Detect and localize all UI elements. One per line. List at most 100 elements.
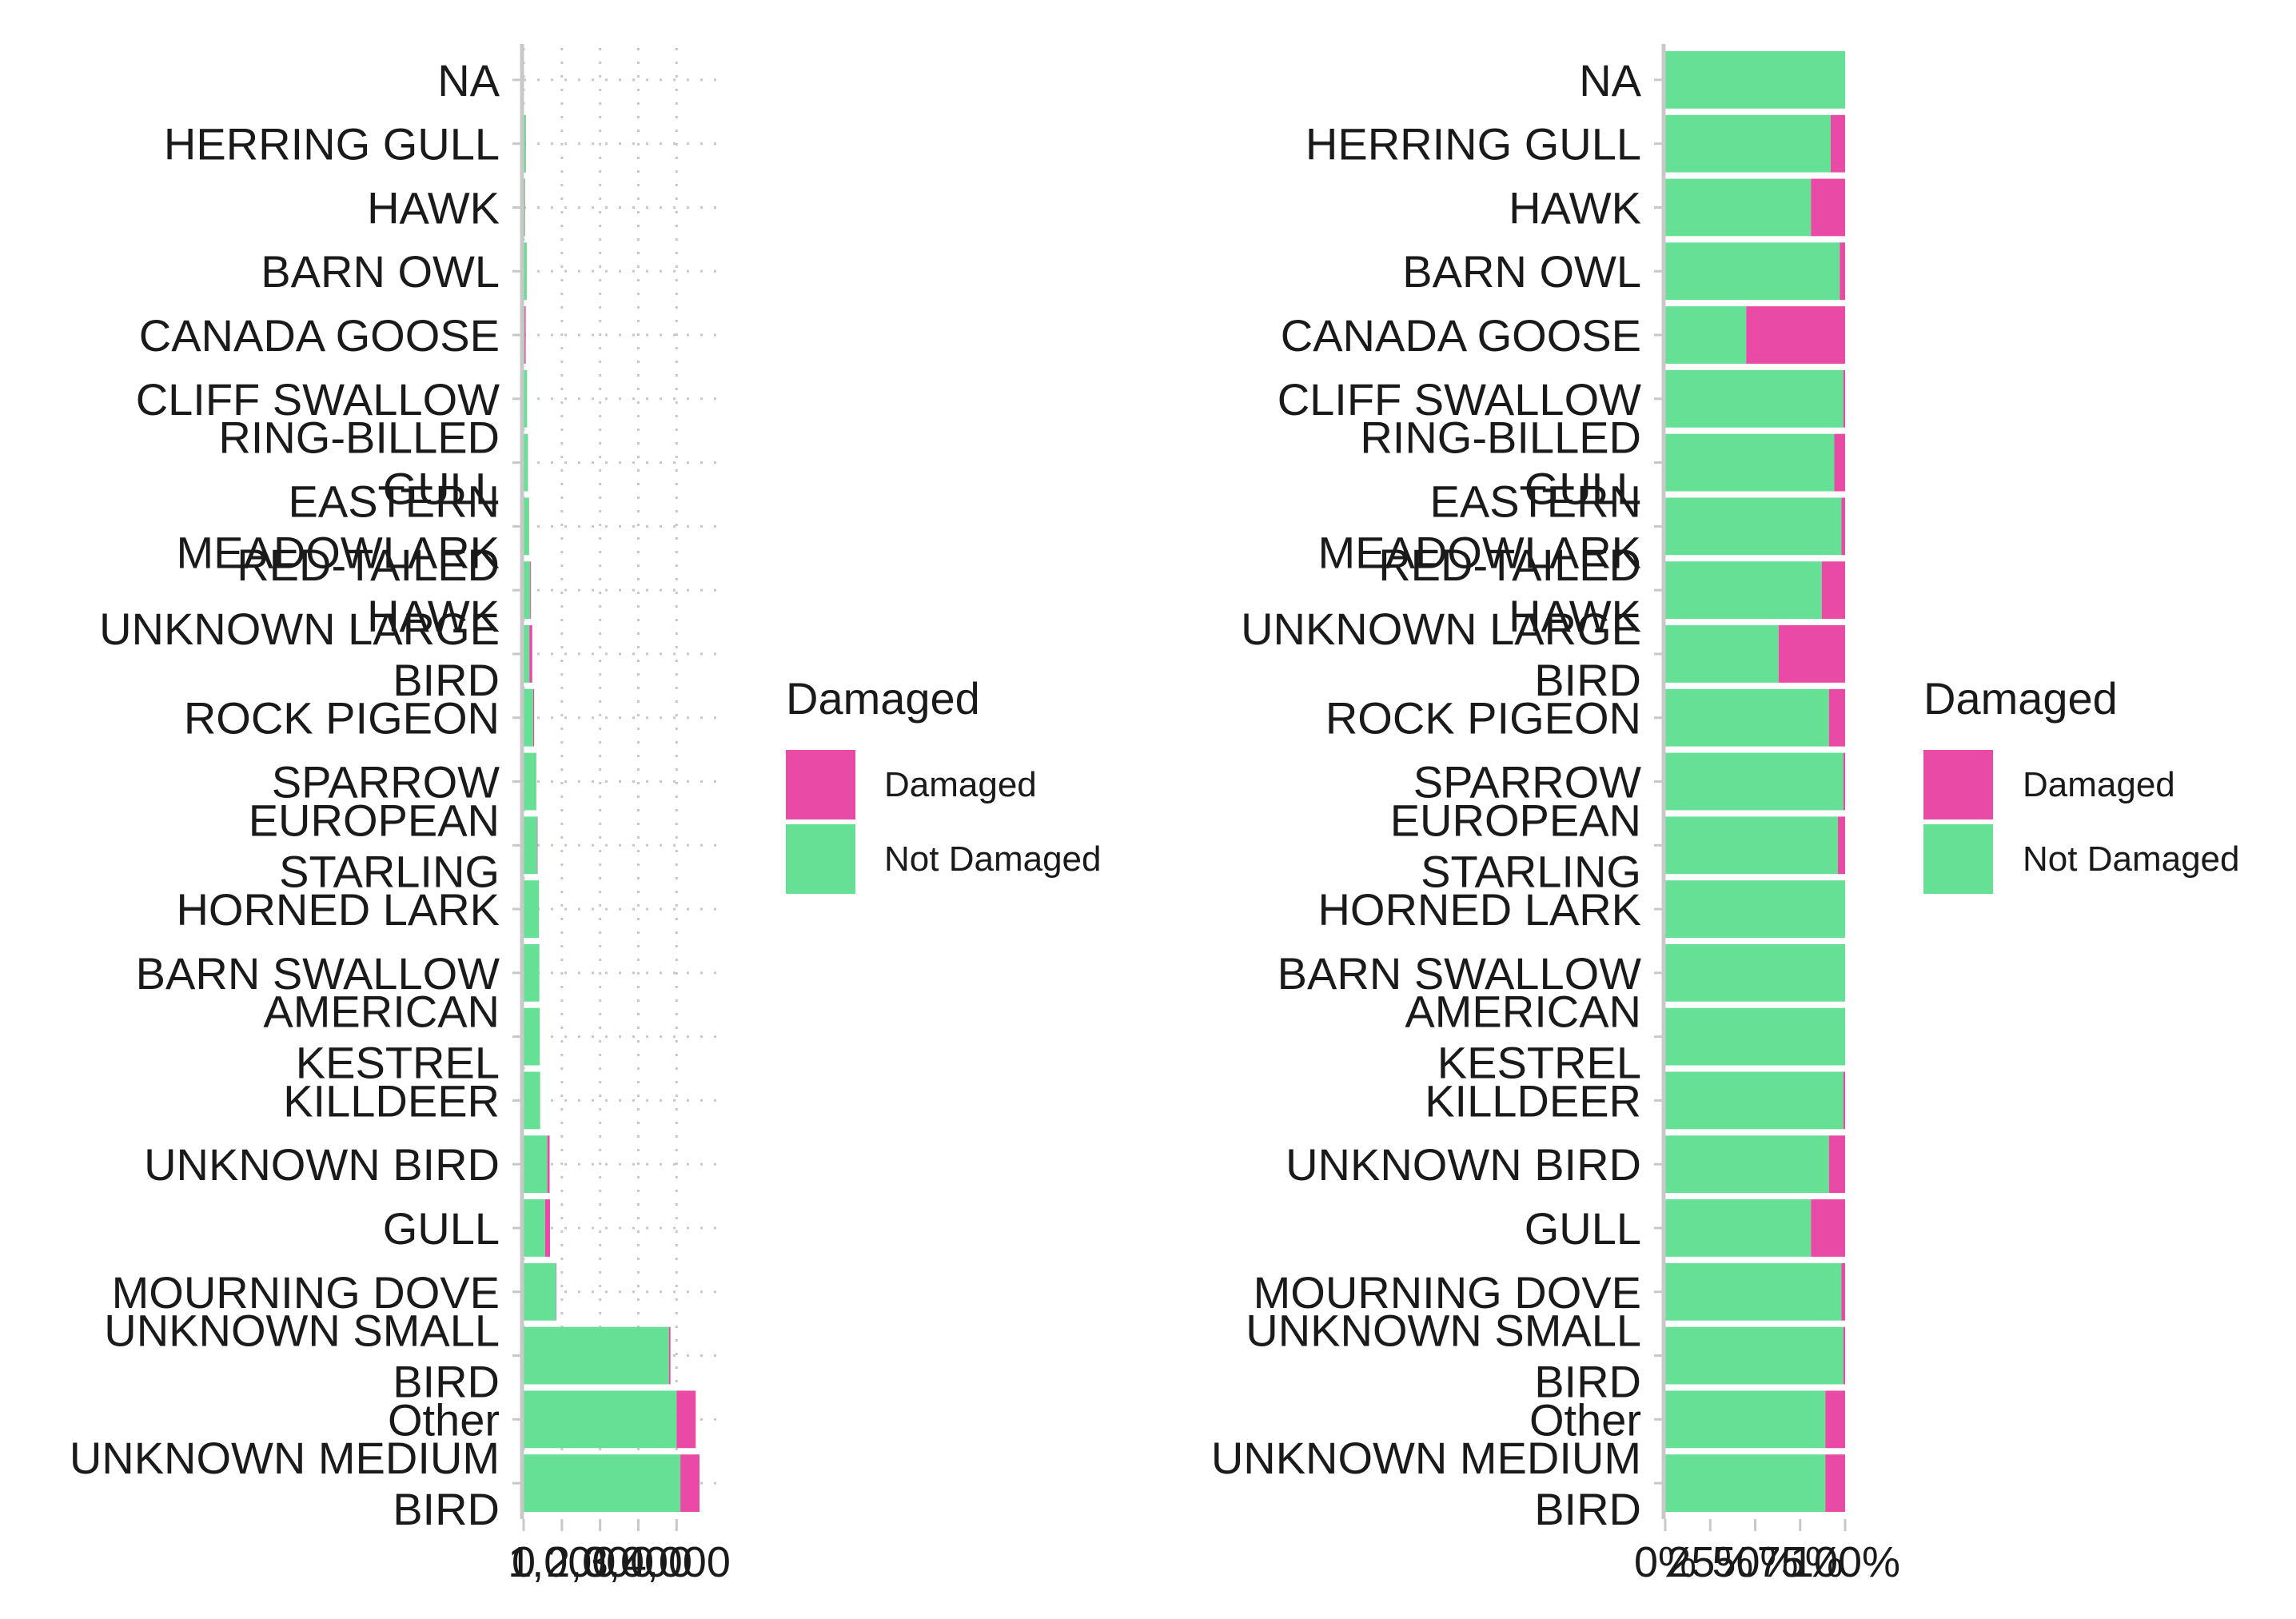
category-label-unknown-bird: UNKNOWN BIRD	[144, 1139, 500, 1190]
category-label-na: NA	[1579, 55, 1641, 106]
bar-damaged-european-starling	[536, 816, 538, 875]
category-label-canada-goose: CANADA GOOSE	[139, 310, 500, 361]
bar-not-damaged-ring-billed-gull	[1665, 433, 1835, 492]
category-label-ring-billed-gull: RING-BILLED GULL	[1360, 413, 1641, 514]
bar-not-damaged-gull	[524, 1199, 545, 1257]
bar-not-damaged-barn-swallow	[1665, 943, 1845, 1002]
category-label-unknown-small-bird: UNKNOWN SMALL BIRD	[1246, 1306, 1641, 1407]
bar-not-damaged-unknown-medium-bird	[524, 1454, 681, 1513]
category-label-unknown-bird: UNKNOWN BIRD	[1286, 1139, 1641, 1190]
count-chart-legend: Damaged Damaged Not Damaged	[786, 673, 1101, 894]
bar-damaged-other	[676, 1390, 696, 1449]
category-label-line: AMERICAN	[1405, 987, 1641, 1037]
bar-not-damaged-unknown-small-bird	[524, 1326, 669, 1385]
category-label-ring-billed-gull: RING-BILLED GULL	[218, 413, 500, 514]
bar-not-damaged-mourning-dove	[524, 1262, 556, 1321]
bar-damaged-mourning-dove	[1841, 1262, 1845, 1321]
category-label-mourning-dove: MOURNING DOVE	[112, 1267, 500, 1318]
bar-not-damaged-hawk	[1665, 178, 1812, 237]
bar-damaged-red-tailed-hawk	[1821, 561, 1845, 620]
category-label-eastern-meadowlark: EASTERN MEADOWLARK	[1318, 476, 1642, 577]
bar-not-damaged-horned-lark	[1665, 880, 1845, 938]
category-label-herring-gull: HERRING GULL	[164, 119, 500, 169]
category-label-line: BIRD	[393, 655, 500, 705]
legend-label-damaged: Damaged	[2023, 765, 2175, 804]
category-label-line: MEADOWLARK	[1318, 527, 1642, 577]
bar-not-damaged-ring-billed-gull	[524, 433, 528, 492]
category-label-american-kestrel: AMERICAN KESTREL	[263, 987, 500, 1088]
category-label-line: GULL	[1525, 464, 1641, 514]
bar-not-damaged-barn-swallow	[524, 943, 540, 1002]
category-label-killdeer: KILLDEER	[283, 1075, 500, 1126]
count-bar-chart: NA HERRING GULL HAWK BARN OWL CANADA GOOSE CL…	[70, 44, 731, 1586]
bar-not-damaged-other	[1665, 1390, 1826, 1449]
legend-swatch-damaged	[786, 750, 855, 819]
category-label-rock-pigeon: ROCK PIGEON	[184, 693, 500, 744]
legend-label-not-damaged: Not Damaged	[2023, 839, 2239, 879]
bar-damaged-herring-gull	[1831, 114, 1845, 173]
bar-not-damaged-european-starling	[1665, 816, 1838, 875]
category-label-line: BIRD	[1534, 1357, 1641, 1407]
bar-damaged-sparrow	[1843, 752, 1845, 811]
category-label-cliff-swallow: CLIFF SWALLOW	[136, 374, 500, 425]
category-label-killdeer: KILLDEER	[1425, 1075, 1641, 1126]
bar-damaged-gull	[1811, 1199, 1845, 1257]
x-tick-label: 1,000	[508, 1538, 616, 1586]
category-label-line: HAWK	[367, 591, 500, 641]
legend-label-damaged: Damaged	[884, 765, 1037, 804]
category-label-line: UNKNOWN MEDIUM	[70, 1433, 500, 1483]
bar-damaged-unknown-large-bird	[1778, 625, 1845, 683]
bar-damaged-unknown-medium-bird	[1825, 1454, 1845, 1513]
category-label-line: UNKNOWN MEDIUM	[1211, 1433, 1641, 1483]
category-label-line: EASTERN	[1430, 476, 1642, 526]
bar-damaged-red-tailed-hawk	[530, 561, 532, 620]
x-tick-label: 100%	[1790, 1538, 1900, 1586]
category-label-unknown-small-bird: UNKNOWN SMALL BIRD	[104, 1306, 500, 1407]
bar-not-damaged-american-kestrel	[524, 1007, 540, 1066]
category-label-horned-lark: HORNED LARK	[176, 884, 500, 935]
bar-damaged-unknown-bird	[1828, 1135, 1845, 1194]
bar-not-damaged-na	[1665, 50, 1845, 109]
category-label-barn-owl: BARN OWL	[1402, 246, 1641, 297]
category-label-red-tailed-hawk: RED-TAILED HAWK	[237, 540, 500, 641]
bar-not-damaged-rock-pigeon	[1665, 688, 1829, 747]
bar-not-damaged-herring-gull	[524, 114, 526, 173]
category-label-line: BIRD	[393, 1484, 500, 1534]
category-label-line: BIRD	[1534, 1484, 1641, 1534]
bar-damaged-unknown-small-bird	[668, 1326, 671, 1385]
bar-not-damaged-european-starling	[524, 816, 537, 875]
legend-swatch-not-damaged	[1923, 824, 1993, 894]
bar-damaged-unknown-bird	[547, 1135, 550, 1194]
category-label-unknown-large-bird: UNKNOWN LARGE BIRD	[1241, 604, 1641, 705]
category-label-line: RING-BILLED	[1360, 413, 1641, 463]
category-label-line: UNKNOWN LARGE	[99, 604, 500, 654]
bar-not-damaged-canada-goose	[1665, 306, 1747, 364]
category-label-unknown-medium-bird: UNKNOWN MEDIUM BIRD	[1211, 1433, 1641, 1534]
x-tick-label: 4,000	[623, 1538, 731, 1586]
bar-damaged-gull	[544, 1199, 550, 1257]
bar-damaged-ring-billed-gull	[1834, 433, 1845, 492]
bar-not-damaged-sparrow	[1665, 752, 1844, 811]
bar-not-damaged-horned-lark	[524, 880, 540, 938]
category-label-line: KESTREL	[296, 1038, 500, 1088]
category-label-gull: GULL	[383, 1203, 500, 1254]
category-label-red-tailed-hawk: RED-TAILED HAWK	[1378, 540, 1641, 641]
bar-damaged-cliff-swallow	[1843, 369, 1845, 428]
bar-damaged-rock-pigeon	[1828, 688, 1845, 747]
category-label-rock-pigeon: ROCK PIGEON	[1325, 693, 1641, 744]
bar-not-damaged-american-kestrel	[1665, 1007, 1845, 1066]
bar-not-damaged-gull	[1665, 1199, 1812, 1257]
category-label-mourning-dove: MOURNING DOVE	[1254, 1267, 1641, 1318]
bar-not-damaged-other	[524, 1390, 677, 1449]
category-label-barn-swallow: BARN SWALLOW	[1278, 948, 1641, 999]
bar-damaged-barn-owl	[1840, 242, 1845, 301]
category-label-line: STARLING	[279, 846, 500, 896]
category-label-barn-owl: BARN OWL	[261, 246, 500, 297]
bar-not-damaged-mourning-dove	[1665, 1262, 1842, 1321]
bar-not-damaged-eastern-meadowlark	[524, 497, 529, 556]
category-label-other: Other	[1529, 1394, 1641, 1445]
bar-not-damaged-killdeer	[524, 1071, 540, 1130]
bar-not-damaged-eastern-meadowlark	[1665, 497, 1842, 556]
legend-title: Damaged	[1923, 673, 2118, 724]
